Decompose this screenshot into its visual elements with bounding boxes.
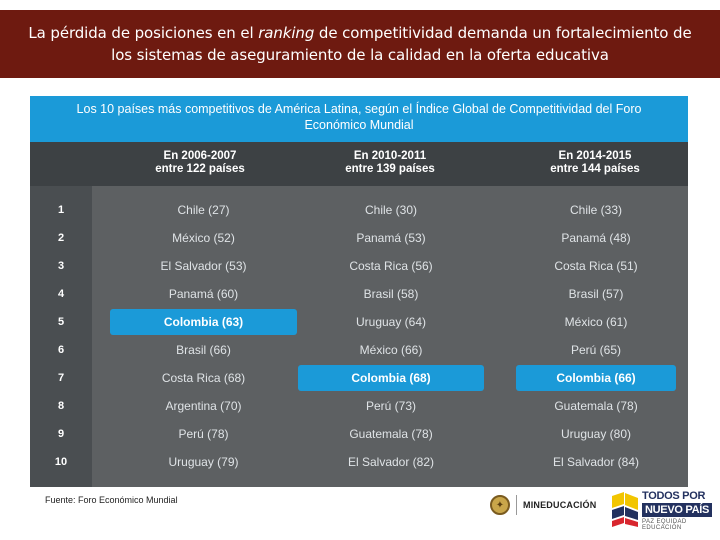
title-line-1: La pérdida de posiciones en el ranking d…	[28, 22, 691, 44]
title-line-1-end: de competitividad demanda un fortalecimi…	[314, 24, 692, 42]
cell-2010: Costa Rica (56)	[349, 259, 433, 273]
rank-column	[30, 186, 92, 487]
subtitle-line-2: Económico Mundial	[304, 118, 414, 132]
cell-2006: Costa Rica (68)	[161, 371, 246, 385]
header-2006-2007: En 2006-2007 entre 122 países	[110, 150, 290, 176]
logo-divider	[516, 495, 517, 515]
cell-2010: Guatemala (78)	[349, 427, 433, 441]
cell-2014: Guatemala (78)	[554, 399, 638, 413]
table-subtitle: Los 10 países más competitivos de Améric…	[30, 96, 688, 142]
subtitle-line-1: Los 10 países más competitivos de Améric…	[76, 102, 642, 116]
cell-2006: El Salvador (53)	[160, 259, 247, 273]
todos-por-un-nuevo-pais-logo: TODOS POR UN NUEVO PAÍS PAZ EQUIDAD EDUC…	[610, 488, 720, 532]
title-ranking-word: ranking	[258, 24, 315, 42]
cell-2006: Argentina (70)	[165, 399, 242, 413]
header-period: En 2014-2015	[558, 150, 632, 162]
slide-title: La pérdida de posiciones en el ranking d…	[0, 10, 720, 78]
title-line-1-start: La pérdida de posiciones en el	[28, 24, 259, 42]
cell-2010: Perú (73)	[365, 399, 417, 413]
table-row: 8 Argentina (70) Perú (73) Guatemala (78…	[30, 392, 688, 420]
table-row: 9 Perú (78) Guatemala (78) Uruguay (80)	[30, 420, 688, 448]
header-count: entre 122 países	[155, 163, 245, 175]
rank-number: 6	[57, 344, 65, 356]
cell-2006-colombia-highlight: Colombia (63)	[110, 309, 297, 335]
table-row: 6 Brasil (66) México (66) Perú (65)	[30, 336, 688, 364]
table-row: 3 El Salvador (53) Costa Rica (56) Costa…	[30, 252, 688, 280]
rank-number: 9	[57, 428, 65, 440]
flag-swoosh-icon	[612, 492, 638, 527]
cell-2010: Panamá (53)	[356, 231, 426, 245]
coat-of-arms-icon: ✦	[490, 495, 510, 515]
table-row: 7 Costa Rica (68) Colombia (68) Colombia…	[30, 364, 688, 392]
header-count: entre 144 países	[550, 163, 640, 175]
header-2010-2011: En 2010-2011 entre 139 países	[300, 150, 480, 176]
cell-2010: Uruguay (64)	[355, 315, 427, 329]
table-row: 2 México (52) Panamá (53) Panamá (48)	[30, 224, 688, 252]
campaign-line-2: NUEVO PAÍS	[642, 503, 713, 517]
table-row: 4 Panamá (60) Brasil (58) Brasil (57)	[30, 280, 688, 308]
cell-2010-colombia-highlight: Colombia (68)	[298, 365, 484, 391]
ministry-name: MINEDUCACIÓN	[523, 500, 597, 510]
competitiveness-table: En 2006-2007 entre 122 países En 2010-20…	[30, 142, 688, 487]
table-header: En 2006-2007 entre 122 países En 2010-20…	[30, 142, 688, 186]
cell-2006: Uruguay (79)	[168, 455, 239, 469]
cell-2014: Costa Rica (51)	[554, 259, 638, 273]
cell-2010: El Salvador (82)	[347, 455, 435, 469]
title-line-2: los sistemas de aseguramiento de la cali…	[111, 46, 609, 64]
campaign-line-3: PAZ EQUIDAD EDUCACIÓN	[642, 519, 687, 531]
header-count: entre 139 países	[345, 163, 435, 175]
cell-2014: Chile (33)	[569, 203, 623, 217]
rank-number: 5	[57, 316, 65, 328]
header-period: En 2006-2007	[163, 150, 237, 162]
source-note: Fuente: Foro Económico Mundial	[45, 495, 178, 505]
rank-number: 8	[57, 400, 65, 412]
rank-number: 1	[57, 204, 65, 216]
cell-2010: México (66)	[359, 343, 423, 357]
cell-2014: El Salvador (84)	[552, 455, 640, 469]
table-row: 5 Colombia (63) Uruguay (64) México (61)	[30, 308, 688, 336]
header-period: En 2010-2011	[353, 150, 427, 162]
cell-2006: Brasil (66)	[176, 343, 231, 357]
rank-number: 10	[54, 456, 68, 468]
rank-number: 2	[57, 232, 65, 244]
cell-2010: Chile (30)	[364, 203, 418, 217]
header-2014-2015: En 2014-2015 entre 144 países	[505, 150, 685, 176]
table-row: 1 Chile (27) Chile (30) Chile (33)	[30, 196, 688, 224]
cell-2006: Chile (27)	[177, 203, 230, 217]
table-row: 10 Uruguay (79) El Salvador (82) El Salv…	[30, 448, 688, 476]
rank-number: 7	[57, 372, 65, 384]
cell-2006: México (52)	[172, 231, 235, 245]
cell-2014: México (61)	[564, 315, 628, 329]
cell-2014: Uruguay (80)	[560, 427, 632, 441]
cell-2014-colombia-highlight: Colombia (66)	[516, 365, 676, 391]
cell-2014: Panamá (48)	[561, 231, 631, 245]
cell-2006: Panamá (60)	[168, 287, 239, 301]
mineducacion-logo: ✦ MINEDUCACIÓN	[490, 492, 602, 518]
cell-2014: Brasil (57)	[568, 287, 624, 301]
cell-2006: Perú (78)	[178, 427, 229, 441]
rank-number: 3	[57, 260, 65, 272]
cell-2010: Brasil (58)	[363, 287, 419, 301]
cell-2014: Perú (65)	[570, 343, 622, 357]
rank-number: 4	[57, 288, 65, 300]
